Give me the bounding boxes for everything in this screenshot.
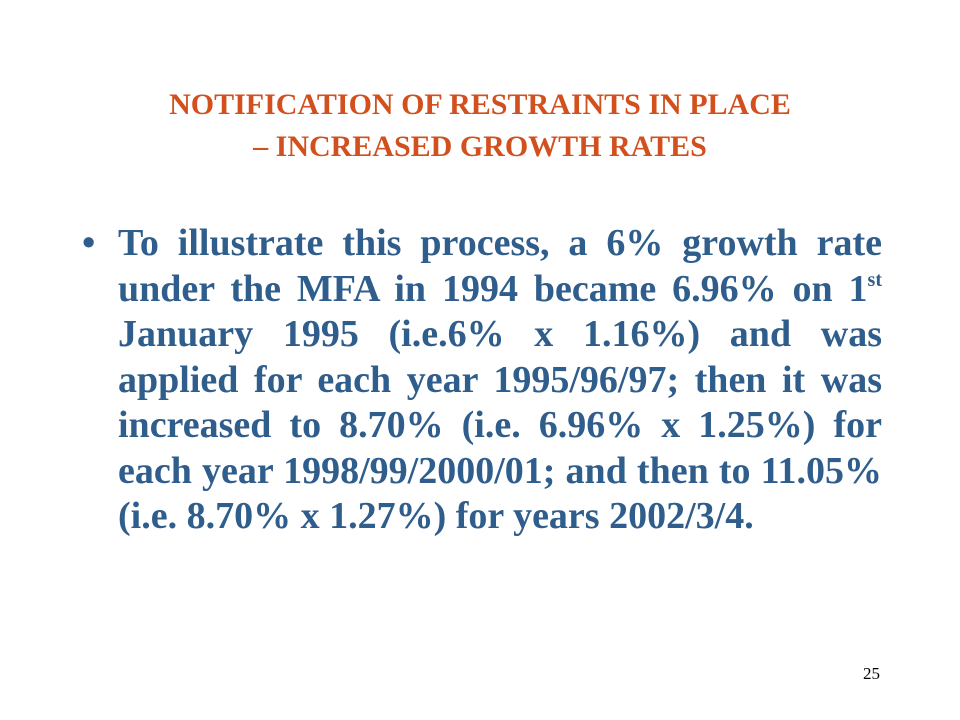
ordinal-superscript: st xyxy=(867,268,882,291)
bullet-text-part-2: January 1995 (i.e.6% x 1.16%) and was ap… xyxy=(118,313,882,537)
bullet-text-part-1: To illustrate this process, a 6% growth … xyxy=(118,222,882,310)
page-number: 25 xyxy=(863,664,880,683)
bullet-dot-icon: • xyxy=(82,222,96,264)
bullet-text: To illustrate this process, a 6% growth … xyxy=(118,221,882,540)
bullet-item: • To illustrate this process, a 6% growt… xyxy=(82,221,882,540)
slide-title-line-2: – INCREASED GROWTH RATES xyxy=(253,130,707,163)
bullet-list: • To illustrate this process, a 6% growt… xyxy=(82,221,882,540)
slide-title: NOTIFICATION OF RESTRAINTS IN PLACE – IN… xyxy=(60,84,900,168)
slide-title-line-1: NOTIFICATION OF RESTRAINTS IN PLACE xyxy=(169,88,791,121)
